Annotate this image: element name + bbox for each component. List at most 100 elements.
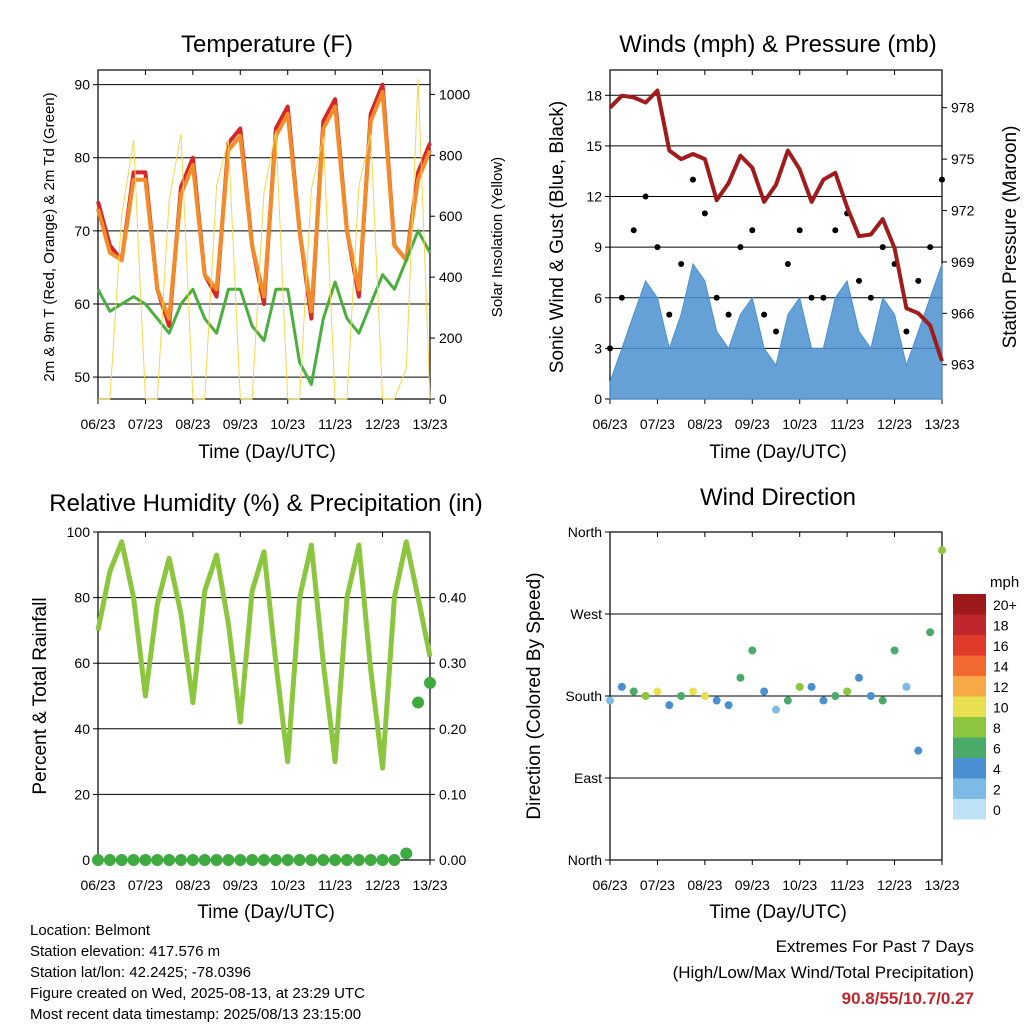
gust-point xyxy=(642,193,649,200)
colorbar-label: 16 xyxy=(993,638,1009,654)
x-tick-label: 07/23 xyxy=(640,877,675,893)
y-tick-label: South xyxy=(565,688,602,704)
gust-point xyxy=(678,261,685,268)
direction-point xyxy=(677,692,686,700)
y2-tick-label: 978 xyxy=(951,100,975,116)
rainfall-point xyxy=(269,854,282,866)
y-tick-label: 9 xyxy=(594,239,602,255)
gust-point xyxy=(725,311,732,318)
colorbar-cell xyxy=(953,799,986,820)
y2-tick-label: 966 xyxy=(951,305,975,321)
gust-point xyxy=(867,294,874,301)
extremes-subtitle: (High/Low/Max Wind/Total Precipitation) xyxy=(672,963,974,982)
x-tick-label: 06/23 xyxy=(592,877,627,893)
rainfall-point xyxy=(317,854,330,866)
winds-plot-area: 0 3 6 9 12 15 18 963 966 969 972 975 978 06/23 07/23 08… xyxy=(586,69,975,432)
rainfall-point xyxy=(115,854,128,866)
x-tick-label: 13/23 xyxy=(412,416,447,432)
station-elevation: Station elevation: 417.576 m xyxy=(30,943,221,960)
humidity-ylabel: Percent & Total Rainfall xyxy=(30,597,51,794)
y2-tick-label: 0.40 xyxy=(439,590,466,606)
temperature-title: Temperature (F) xyxy=(181,31,353,58)
y-tick-label: 20 xyxy=(74,786,90,802)
direction-point xyxy=(866,692,875,700)
y-tick-label: West xyxy=(570,606,602,622)
rainfall-point xyxy=(400,847,413,860)
y2-tick-label: 400 xyxy=(439,269,463,285)
direction-point xyxy=(700,692,709,700)
colorbar-label: 0 xyxy=(993,802,1001,818)
y2-tick-label: 600 xyxy=(439,208,463,224)
gust-point xyxy=(832,227,839,234)
x-tick-label: 06/23 xyxy=(80,877,115,893)
x-tick-label: 07/23 xyxy=(128,416,163,432)
rainfall-point xyxy=(175,854,187,866)
rainfall-point xyxy=(258,854,270,866)
rainfall-point xyxy=(293,854,306,866)
gust-point xyxy=(654,244,661,251)
x-tick-label: 13/23 xyxy=(924,877,959,893)
x-tick-label: 12/23 xyxy=(365,416,400,432)
winds-title: Winds (mph) & Pressure (mb) xyxy=(619,31,936,58)
temperature-ylabel: 2m & 9m T (Red, Orange) & 2m Td (Green) xyxy=(41,92,58,381)
y-tick-label: 60 xyxy=(74,655,90,671)
x-tick-label: 07/23 xyxy=(128,877,163,893)
y2-tick-label: 0.00 xyxy=(439,852,466,868)
rainfall-point xyxy=(376,854,389,866)
rainfall-point xyxy=(103,854,116,866)
latest-timestamp: Most recent data timestamp: 2025/08/13 2… xyxy=(30,1006,362,1023)
rainfall-point xyxy=(424,676,436,689)
gust-point xyxy=(713,294,720,301)
x-tick-label: 13/23 xyxy=(924,416,959,432)
y-tick-label: 12 xyxy=(586,189,602,205)
series-line-2m-td xyxy=(96,229,432,386)
gust-point xyxy=(808,294,815,301)
winds-ylabel: Sonic Wind & Gust (Blue, Black) xyxy=(547,101,568,373)
direction-point xyxy=(831,692,840,700)
x-tick-label: 10/23 xyxy=(782,416,817,432)
rainfall-point xyxy=(163,854,176,866)
wind-direction-plot-area: North East South West North 06/23 07/23 08/23 09… xyxy=(565,524,959,893)
x-tick-label: 09/23 xyxy=(735,877,770,893)
temperature-panel: Temperature (F) Time (Day/UTC) 2m & 9m T… xyxy=(41,31,506,463)
gust-point xyxy=(618,294,625,301)
y2-tick-label: 0.10 xyxy=(439,786,466,802)
colorbar-cell xyxy=(953,778,986,799)
gust-point xyxy=(903,328,910,335)
temperature-xlabel: Time (Day/UTC) xyxy=(198,442,336,463)
humidity-title: Relative Humidity (%) & Precipitation (i… xyxy=(49,490,482,517)
x-tick-label: 08/23 xyxy=(687,877,722,893)
y-tick-label: 0 xyxy=(594,391,602,407)
figure-created: Figure created on Wed, 2025-08-13, at 23… xyxy=(30,985,365,1002)
colorbar-cell xyxy=(953,594,986,615)
direction-point xyxy=(926,628,935,637)
direction-point xyxy=(617,682,626,691)
extremes-title: Extremes For Past 7 Days xyxy=(775,937,974,956)
colorbar-cell xyxy=(953,696,986,717)
x-tick-label: 08/23 xyxy=(687,416,722,432)
x-tick-label: 13/23 xyxy=(412,877,447,893)
extremes-values: 90.8/55/10.7/0.27 xyxy=(841,989,974,1008)
colorbar-cell xyxy=(953,635,986,656)
colorbar-label: 8 xyxy=(993,720,1001,736)
x-tick-label: 08/23 xyxy=(175,416,210,432)
colorbar-cell xyxy=(953,737,986,758)
winds-y2label: Station Pressure (Maroon) xyxy=(1000,126,1021,349)
colorbar-label: 2 xyxy=(993,782,1001,798)
rainfall-point xyxy=(92,854,104,866)
x-tick-label: 10/23 xyxy=(270,877,305,893)
humidity-panel: Relative Humidity (%) & Precipitation (i… xyxy=(30,490,483,923)
colorbar-cell xyxy=(953,758,986,779)
direction-point xyxy=(606,696,614,705)
y2-tick-label: 0 xyxy=(439,391,447,407)
direction-point xyxy=(855,673,863,682)
y-tick-label: 40 xyxy=(74,721,90,737)
rainfall-point xyxy=(341,854,353,866)
direction-point xyxy=(772,705,780,714)
gust-point xyxy=(737,244,744,251)
x-tick-label: 11/23 xyxy=(830,877,864,893)
direction-point xyxy=(878,696,887,705)
x-tick-label: 08/23 xyxy=(175,877,210,893)
station-location: Location: Belmont xyxy=(30,922,151,939)
